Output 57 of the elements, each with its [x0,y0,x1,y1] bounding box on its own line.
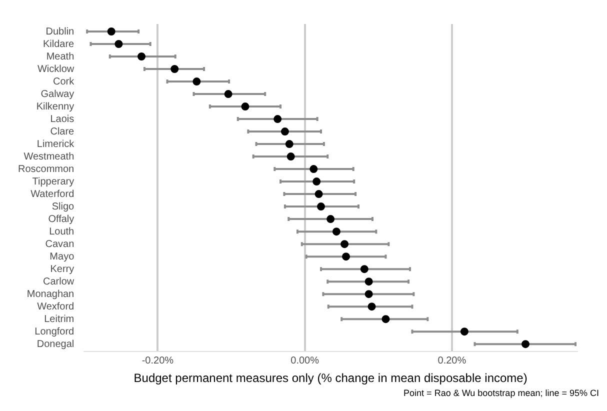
point [340,240,349,248]
y-tick-label: Limerick [36,138,76,150]
point [107,28,116,36]
point [460,328,468,336]
point [170,65,179,74]
point [310,165,318,174]
point [286,152,295,161]
text: Point = Rao & Wu bootstrap mean; line = 95% CI [402,388,599,398]
point [312,178,321,186]
point [285,140,294,148]
y-tick-label: Donegal [36,338,74,350]
x-axis-title: Budget permanent measures only (% change in mean disposable income) [134,371,528,386]
point [326,215,335,224]
point [317,202,325,211]
point [224,90,232,98]
y-tick-label: Wexford [37,301,74,312]
point [241,102,250,111]
y-tick-label: Carlow [43,276,75,288]
y-tick-label: Kilkenny [36,101,74,112]
point [332,228,340,236]
y-tick-label: Tipperary [32,176,74,188]
point [360,265,368,274]
point [364,278,373,286]
y-tick-label: Laois [50,114,74,125]
y-tick-label: Clare [50,126,75,138]
point [138,52,146,61]
y-tick-label: Cork [53,76,76,88]
x-tick-label: 0.00% [290,355,320,366]
x-tick-label: 0.20% [438,355,466,366]
y-tick-label: Sligo [52,201,75,212]
x-tick-label: -0.20% [142,355,174,366]
y-tick-label: Offaly [48,214,74,225]
y-tick-label: Wicklow [37,64,75,75]
y-tick-label: Kildare [42,38,75,50]
point [364,290,373,298]
point [280,128,289,136]
y-tick-label: Mayo [50,251,75,262]
point [342,252,350,261]
point [192,78,201,86]
point [114,40,123,48]
y-tick-label: Waterford [30,188,74,200]
y-tick-label: Kerry [50,264,74,275]
y-tick-label: Meath [46,51,74,62]
y-tick-label: Westmeath [24,151,74,162]
point [274,115,282,124]
y-tick-label: Louth [49,226,74,238]
point [382,315,390,324]
y-tick-label: Longford [34,326,74,338]
point [368,302,376,311]
point [314,190,323,198]
y-tick-label: Cavan [45,238,74,250]
y-tick-label: Dublin [46,26,74,38]
y-tick-label: Leitrim [44,314,74,325]
y-tick-label: Roscommon [18,164,74,175]
y-tick-label: Monaghan [26,288,74,300]
point [522,340,530,348]
y-tick-label: Galway [40,88,74,100]
